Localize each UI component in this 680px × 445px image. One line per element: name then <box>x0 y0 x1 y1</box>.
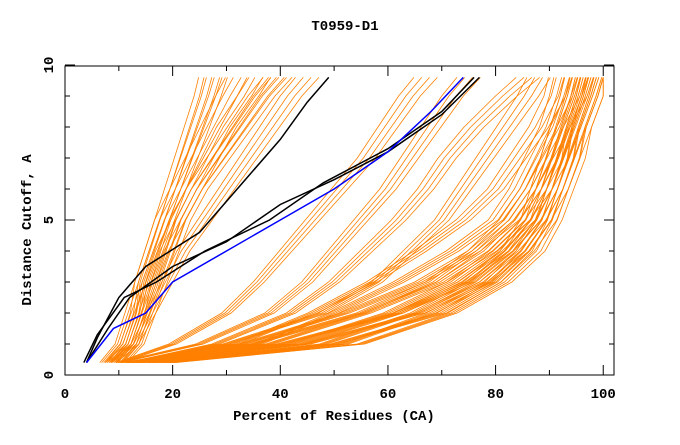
x-tick-label: 100 <box>591 387 616 403</box>
blue-1-series-line <box>85 76 464 364</box>
orange-series-line <box>171 77 595 363</box>
orange-series-line <box>132 77 573 363</box>
orange-series-line <box>126 77 293 363</box>
orange-series-line <box>173 77 603 363</box>
orange-series-line <box>115 77 415 363</box>
y-tick-label: 10 <box>42 57 58 74</box>
orange-series-line <box>124 77 285 363</box>
orange-series-line <box>164 77 582 363</box>
y-axis-label: Distance Cutoff, A <box>20 154 36 306</box>
orange-series-line <box>99 77 199 363</box>
orange-series-line <box>127 77 589 363</box>
ticks-group: 0 20 40 60 80 100 0 5 10 <box>42 57 616 403</box>
black-3-series-line <box>83 76 475 363</box>
orange-series-line <box>141 77 570 363</box>
orange-series-line <box>110 77 296 363</box>
orange-series-line <box>152 77 581 363</box>
orange-series-line <box>139 77 563 363</box>
orange-series-line <box>143 77 578 363</box>
orange-series-line <box>126 77 549 363</box>
orange-series-line <box>120 77 269 363</box>
x-tick-label: 40 <box>272 387 289 403</box>
chart-title: T0959-D1 <box>311 19 378 35</box>
orange-series-line <box>137 77 594 363</box>
x-tick-label: 80 <box>487 387 504 403</box>
orange-series-line <box>103 77 215 363</box>
orange-series-line <box>122 77 277 363</box>
orange-series-line <box>110 77 205 363</box>
y-tick-label: 5 <box>42 216 58 224</box>
orange-series-line <box>114 77 312 363</box>
orange-series-line <box>135 77 586 363</box>
orange-series-line <box>126 77 517 363</box>
orange-series-line <box>132 77 571 363</box>
orange-series-line <box>133 77 579 363</box>
orange-series-line <box>105 77 223 363</box>
orange-series-line <box>121 77 481 363</box>
orange-series-line <box>119 77 473 363</box>
orange-series-line <box>169 77 587 363</box>
orange-series-line <box>130 77 533 363</box>
series-group <box>83 76 604 364</box>
orange-series-line <box>170 77 604 363</box>
black-1-series-line <box>85 76 330 363</box>
x-tick-label: 20 <box>164 387 181 403</box>
y-tick-label: 0 <box>42 371 58 379</box>
orange-series-line <box>115 77 458 363</box>
orange-series-line <box>112 77 213 363</box>
orange-series-line <box>121 77 438 363</box>
orange-series-line <box>108 77 280 363</box>
orange-series-line <box>175 77 604 363</box>
orange-series-line <box>164 77 604 363</box>
orange-series-line <box>166 77 589 363</box>
orange-series-line <box>148 77 565 363</box>
orange-series-line <box>128 77 525 363</box>
x-tick-label: 60 <box>380 387 397 403</box>
orange-series-line <box>150 77 573 363</box>
orange-series-line <box>116 77 320 363</box>
orange-series-line <box>119 77 430 363</box>
orange-series-line <box>132 77 571 363</box>
x-axis-label: Percent of Residues (CA) <box>233 409 435 425</box>
orange-series-line <box>106 77 272 363</box>
orange-series-line <box>117 77 423 363</box>
orange-series-line <box>128 77 557 363</box>
x-tick-label: 0 <box>61 387 69 403</box>
orange-series-line <box>133 77 579 363</box>
orange-series-line <box>132 77 540 363</box>
orange-series-line <box>168 77 597 363</box>
orange-series-line <box>104 77 264 363</box>
orange-series-line <box>132 77 551 363</box>
black-2-series-line <box>85 76 480 364</box>
orange-series-line <box>137 77 555 363</box>
orange-series-line <box>153 77 589 363</box>
orange-series-line <box>130 77 565 363</box>
orange-series-line <box>112 77 304 363</box>
